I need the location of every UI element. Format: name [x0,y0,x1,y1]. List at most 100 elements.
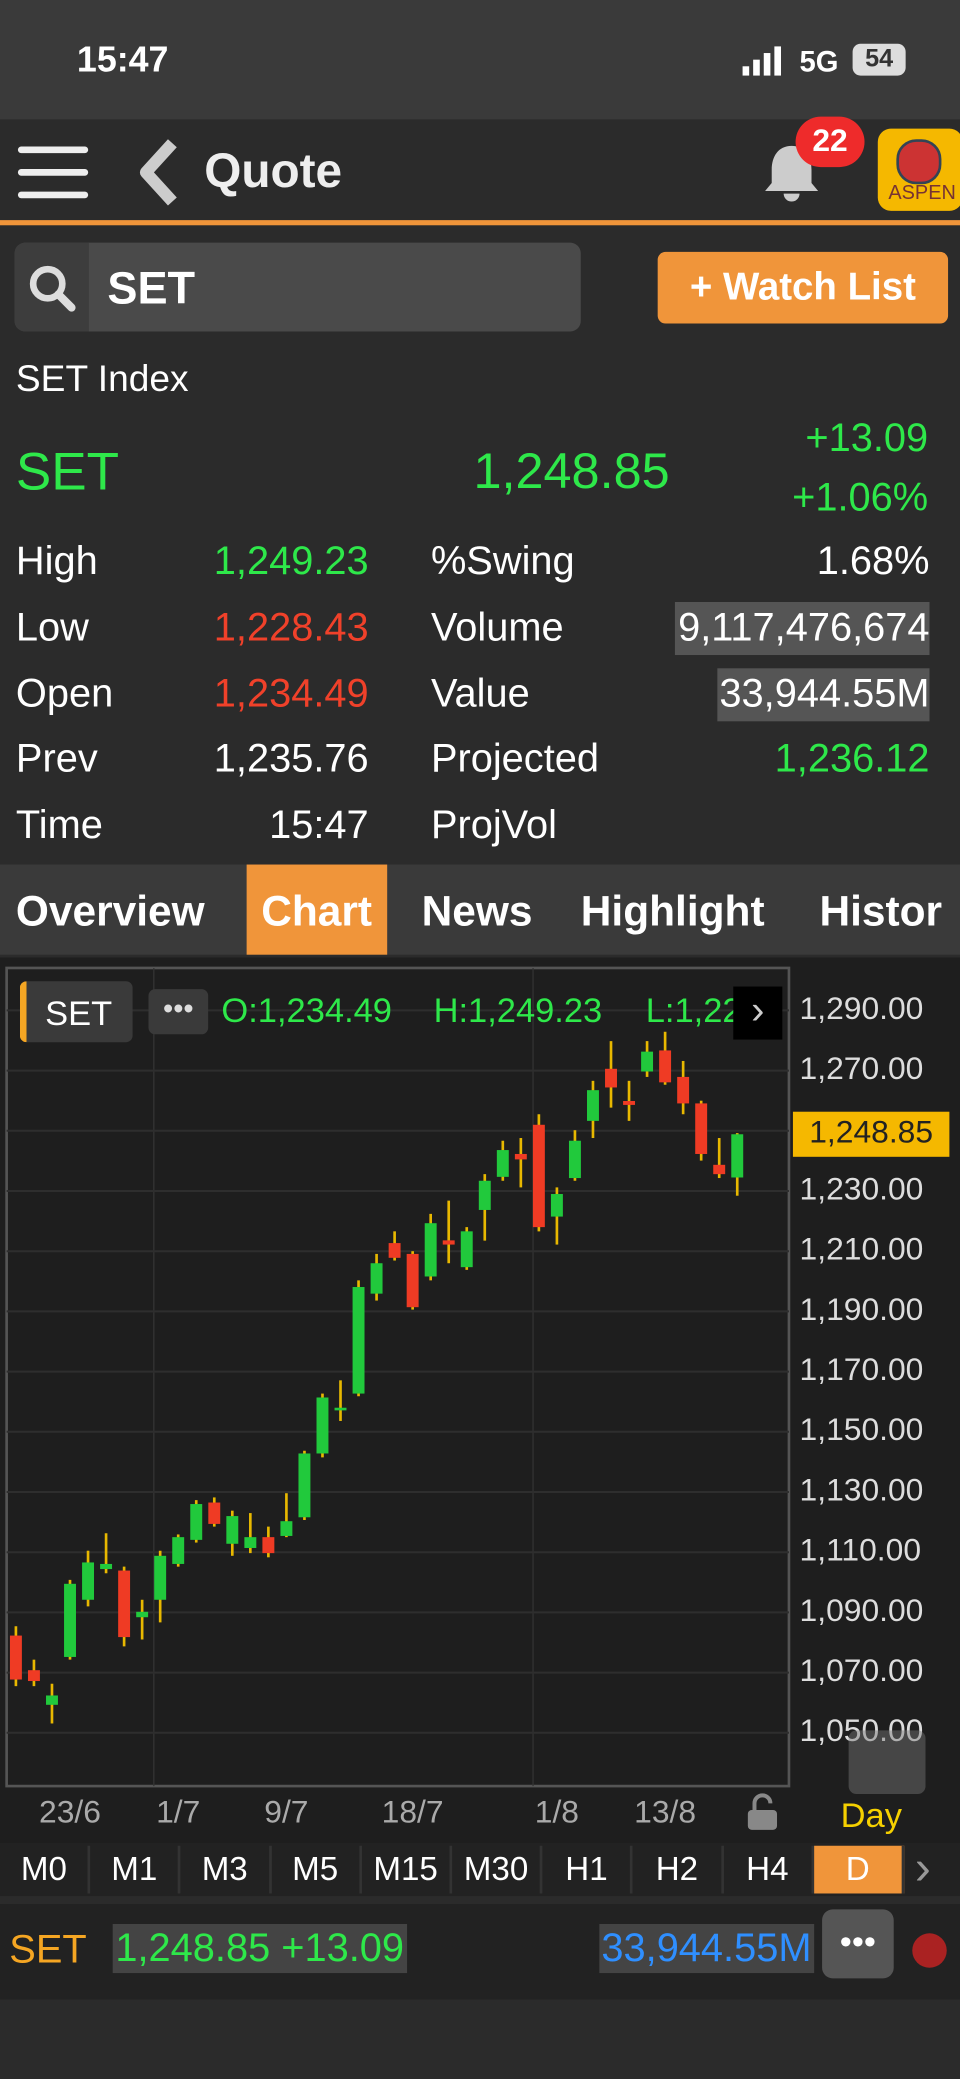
candle-body [352,1287,365,1394]
x-tick-label: 23/6 [39,1793,101,1829]
stat-label: Low [15,605,89,650]
candle-body [280,1521,293,1536]
watchlist-button[interactable]: + Watch List [657,251,949,324]
logo-text: ASPEN [888,181,956,205]
y-tick-label: 1,210.00 [800,1231,924,1267]
stat-label: ProjVol [430,803,557,848]
candle-body [514,1153,527,1160]
search-box[interactable] [14,242,581,332]
y-tick-label: 1,290.00 [800,990,924,1026]
candle-body [262,1537,275,1554]
candle-body [406,1253,419,1308]
y-tick-label: 1,190.00 [800,1291,924,1327]
candle-body [496,1150,509,1177]
timeframe[interactable]: M15 [362,1845,453,1894]
stat-value: 1.68% [816,539,930,584]
period-label[interactable]: Day [840,1795,902,1836]
search-icon [29,265,76,312]
y-tick-label: 1,170.00 [800,1351,924,1387]
back-icon[interactable] [139,139,177,206]
ohlc-info: L:1,22 [646,992,742,1030]
more-chip[interactable]: ••• [148,989,209,1035]
y-tick-label: 1,070.00 [800,1652,924,1688]
quote-change: +13.09 [805,416,929,461]
timeframe[interactable]: M0 [0,1845,91,1894]
candle-body [623,1101,636,1105]
quote-symbol: SET [15,442,120,502]
lock-icon[interactable] [745,1793,779,1833]
stat-value: 1,249.23 [213,539,369,584]
stat-value: 9,117,476,674 [675,601,930,655]
timeframe-next[interactable]: › [914,1840,931,1895]
timeframe[interactable]: M1 [90,1845,181,1894]
timeframe[interactable]: M30 [452,1845,543,1894]
candle-body [334,1407,347,1411]
timeframe-bar [0,1843,960,1897]
tab[interactable]: News [421,887,533,935]
y-tick-label: 1,130.00 [800,1471,924,1507]
network: 5G [799,45,839,79]
candle-body [605,1068,617,1088]
ticker-more[interactable]: ••• [822,1909,894,1979]
candle-body [226,1516,239,1544]
candle-body [641,1051,654,1072]
ticker-symbol: SET [9,1927,87,1972]
candle-body [190,1504,203,1540]
candle-body [46,1695,58,1705]
tab[interactable]: Histor [819,887,943,935]
tab[interactable]: Chart [246,864,387,955]
tab[interactable]: Overview [15,887,205,935]
y-tick-label: 1,050.00 [800,1712,924,1748]
symbol-chip[interactable] [19,981,133,1043]
x-tick-label: 13/8 [634,1793,696,1829]
info-chevron[interactable]: › [733,986,783,1040]
tab[interactable]: Highlight [580,887,765,935]
ticker-signal [912,1933,947,1968]
candle-body [460,1231,473,1268]
y-tick-label: 1,270.00 [800,1050,924,1086]
expand-button[interactable] [848,1730,926,1795]
candle-body [136,1611,149,1618]
candle-body [244,1537,257,1548]
stat-label: Open [15,671,114,716]
timeframe[interactable]: H1 [543,1845,633,1894]
stat-label: Value [430,671,530,716]
chart-symbol: SET [45,993,113,1033]
stat-value: 33,944.55M [716,667,930,721]
candle-body [316,1397,329,1454]
stat-label: Volume [430,605,564,650]
y-tick-label: 1,110.00 [800,1532,921,1568]
status-time: 15:47 [76,39,169,80]
candle-body [550,1194,563,1217]
candle-body [424,1223,437,1277]
logo[interactable]: ASPEN [877,128,960,211]
y-tick-label: 1,090.00 [800,1592,924,1628]
timeframe[interactable]: D [813,1845,905,1894]
stat-label: Projected [430,737,600,782]
candle-body [298,1453,311,1518]
x-tick-label: 1/8 [535,1793,579,1829]
candle-body [82,1562,95,1600]
stat-value: 1,234.49 [213,671,369,716]
candle-body [100,1563,113,1570]
timeframe[interactable]: H4 [723,1845,814,1894]
timeframe[interactable]: H2 [633,1845,724,1894]
menu-icon[interactable] [17,146,89,199]
timeframe[interactable]: M5 [271,1845,362,1894]
price-tag [792,1111,950,1157]
candle-body [659,1050,672,1083]
candle-body [388,1243,401,1258]
timeframe[interactable]: M3 [181,1845,272,1894]
page-title: Quote [204,143,343,198]
candle-body [370,1263,383,1294]
candle-body [478,1180,491,1210]
price-tag-label: 1,248.85 [809,1114,933,1150]
x-tick-label: 1/7 [156,1793,200,1829]
x-tick-label: 18/7 [382,1793,444,1829]
candle-body [695,1103,708,1154]
quote-percent: +1.06% [792,476,929,520]
